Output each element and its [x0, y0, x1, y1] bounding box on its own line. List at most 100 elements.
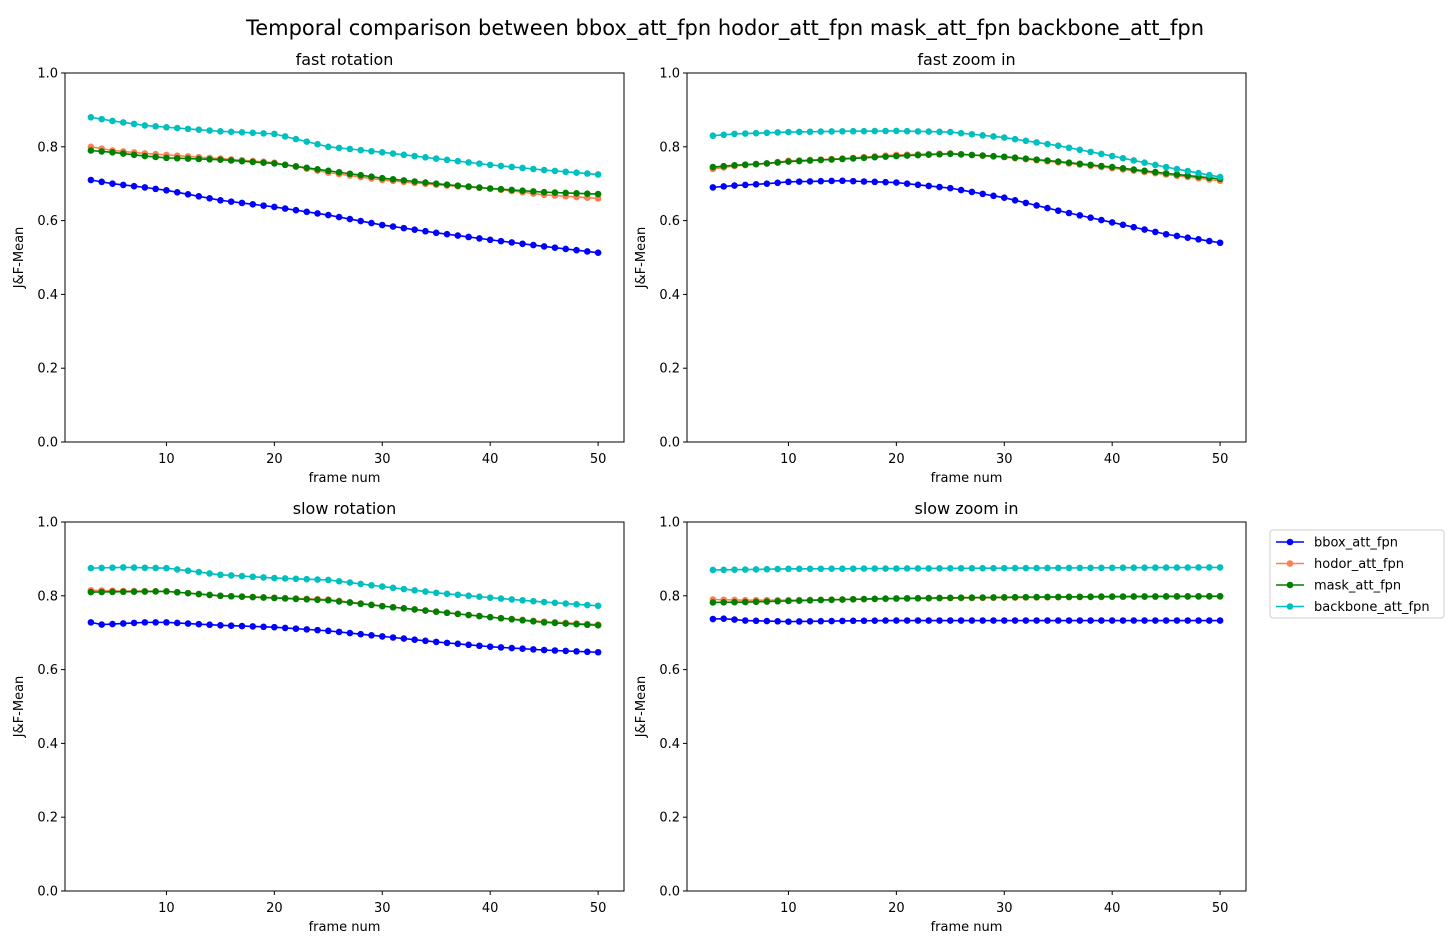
data-point [163, 588, 170, 595]
data-point [1033, 617, 1040, 624]
data-point [292, 163, 300, 170]
data-point [957, 617, 965, 624]
data-point [227, 128, 235, 136]
data-point [849, 617, 857, 625]
data-point [217, 197, 224, 204]
data-point [508, 163, 516, 171]
data-point [562, 245, 570, 253]
data-point [357, 630, 364, 638]
data-point [551, 599, 559, 607]
data-point [87, 619, 95, 626]
x-tick-label: 40 [482, 452, 499, 467]
y-tick-label: 1.0 [37, 67, 58, 82]
data-point [1044, 564, 1051, 572]
data-point [936, 594, 943, 602]
data-point [573, 246, 580, 254]
data-point [303, 208, 311, 216]
data-point [914, 128, 922, 135]
data-point [422, 227, 429, 235]
data-point [594, 622, 602, 629]
data-point [741, 617, 749, 624]
data-point [400, 605, 408, 612]
data-point [709, 599, 717, 606]
data-point [281, 205, 289, 212]
data-point [903, 127, 911, 135]
data-point [497, 237, 505, 245]
data-point [828, 128, 835, 135]
data-point [903, 565, 911, 572]
data-point [98, 564, 105, 572]
data-point [163, 123, 170, 131]
data-point [217, 592, 224, 600]
data-point [1108, 152, 1116, 160]
data-point [141, 588, 149, 595]
data-point [1130, 564, 1138, 571]
x-tick-label: 10 [158, 901, 175, 916]
data-point [1054, 142, 1062, 149]
data-point [731, 130, 738, 138]
data-point [184, 567, 192, 575]
data-point [731, 566, 738, 574]
data-point [914, 594, 922, 602]
data-point [752, 598, 760, 606]
data-point [1108, 564, 1116, 572]
series-backbone-att-fpn [87, 564, 602, 610]
y-tick-label: 0.4 [37, 288, 58, 303]
data-point [368, 601, 375, 609]
data-point [562, 168, 570, 176]
data-point [720, 615, 727, 622]
data-point [1044, 204, 1051, 212]
data-point [925, 182, 933, 190]
data-point [860, 595, 868, 603]
data-point [486, 594, 494, 601]
legend-swatch-marker [1286, 581, 1294, 589]
data-point [357, 580, 364, 588]
data-point [411, 152, 418, 160]
data-point [1119, 564, 1127, 572]
data-point [1022, 593, 1030, 601]
data-point [1152, 617, 1159, 624]
x-tick-label: 40 [1104, 452, 1121, 467]
data-point [709, 132, 717, 140]
data-point [281, 575, 289, 582]
data-point [152, 588, 159, 595]
x-tick-label: 10 [780, 452, 797, 467]
data-point [785, 597, 792, 605]
x-tick-label: 20 [888, 452, 905, 467]
data-point [1162, 593, 1170, 600]
data-point [454, 640, 462, 648]
data-point [411, 636, 418, 644]
data-point [314, 166, 321, 173]
data-point [1162, 170, 1170, 177]
data-point [486, 161, 494, 169]
data-point [731, 182, 738, 189]
data-point [1000, 134, 1008, 141]
data-point [432, 180, 440, 187]
data-point [849, 155, 857, 162]
data-point [346, 599, 354, 606]
x-tick-label: 30 [996, 452, 1013, 467]
y-tick-label: 0.8 [37, 140, 58, 155]
subplot-fast-zoom-in: fast zoom in 0.0 0.2 0.4 0.6 0.8 1.0 10 20 30 40 50… [634, 50, 1247, 486]
series-line [712, 152, 1221, 182]
data-point [411, 606, 418, 613]
data-point [1119, 221, 1127, 229]
data-point [486, 185, 494, 192]
data-point [893, 179, 900, 186]
data-point [752, 181, 760, 188]
data-point [763, 598, 771, 605]
data-point [184, 125, 192, 133]
data-point [206, 570, 213, 577]
data-point [378, 221, 386, 229]
data-point [839, 617, 846, 625]
data-point [763, 180, 771, 187]
data-point [1011, 617, 1019, 624]
data-point [530, 618, 537, 625]
data-point [109, 117, 116, 125]
data-point [368, 173, 375, 180]
data-point [519, 617, 526, 624]
y-tick-label: 0.4 [659, 737, 680, 752]
data-point [860, 565, 868, 572]
data-point [1195, 564, 1202, 571]
data-point [432, 638, 440, 646]
